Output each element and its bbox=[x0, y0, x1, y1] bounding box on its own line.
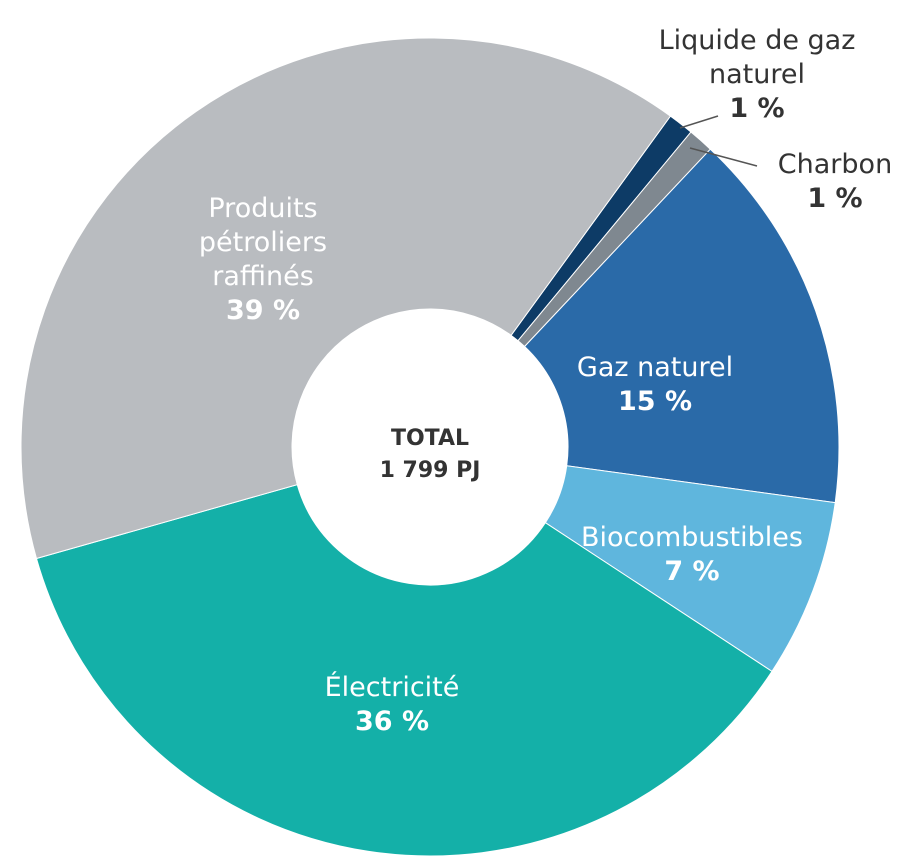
slice bbox=[35, 483, 773, 857]
value-label: 1 % bbox=[729, 93, 785, 124]
slice-label: Gaz naturel 15 % bbox=[525, 351, 785, 419]
slice bbox=[523, 148, 840, 504]
leader-line bbox=[679, 115, 719, 129]
total-value: 1 799 PJ bbox=[379, 458, 481, 483]
total-label: TOTAL bbox=[390, 426, 470, 451]
category-label: Gaz naturel bbox=[576, 352, 734, 383]
category-label: Électricité bbox=[324, 672, 460, 703]
slice-label: Liquide de gaz naturel 1 % bbox=[657, 24, 857, 126]
category-label: Liquide de gaz naturel bbox=[658, 25, 856, 90]
value-label: 36 % bbox=[354, 706, 430, 737]
slice-label: Charbon 1 % bbox=[735, 148, 915, 216]
category-label: Biocombustibles bbox=[581, 522, 803, 553]
leader-line bbox=[689, 147, 758, 167]
value-label: 39 % bbox=[225, 295, 301, 326]
center-label: TOTAL 1 799 PJ bbox=[380, 423, 481, 487]
slice bbox=[20, 37, 672, 560]
value-label: 7 % bbox=[664, 556, 720, 587]
slice-label: Biocombustibles 7 % bbox=[557, 521, 827, 589]
category-label: Charbon bbox=[777, 149, 893, 180]
slice-label: Produits pétroliers raffinés 39 % bbox=[173, 192, 353, 328]
value-label: 1 % bbox=[807, 183, 863, 214]
category-label: Produits pétroliers raffinés bbox=[198, 193, 328, 292]
value-label: 15 % bbox=[617, 386, 693, 417]
slice-label: Électricité 36 % bbox=[262, 671, 522, 739]
